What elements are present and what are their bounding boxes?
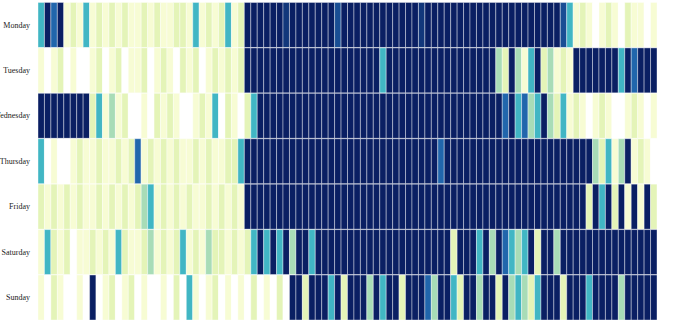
svg-text:Wednesday: Wednesday	[8, 111, 30, 120]
svg-text:Tuesday: Tuesday	[8, 66, 30, 75]
svg-text:Monday: Monday	[8, 21, 30, 30]
svg-text:Friday: Friday	[9, 202, 30, 211]
svg-text:Thursday: Thursday	[8, 157, 30, 166]
svg-text:Saturday: Saturday	[8, 248, 30, 257]
svg-text:Sunday: Sunday	[8, 293, 30, 302]
